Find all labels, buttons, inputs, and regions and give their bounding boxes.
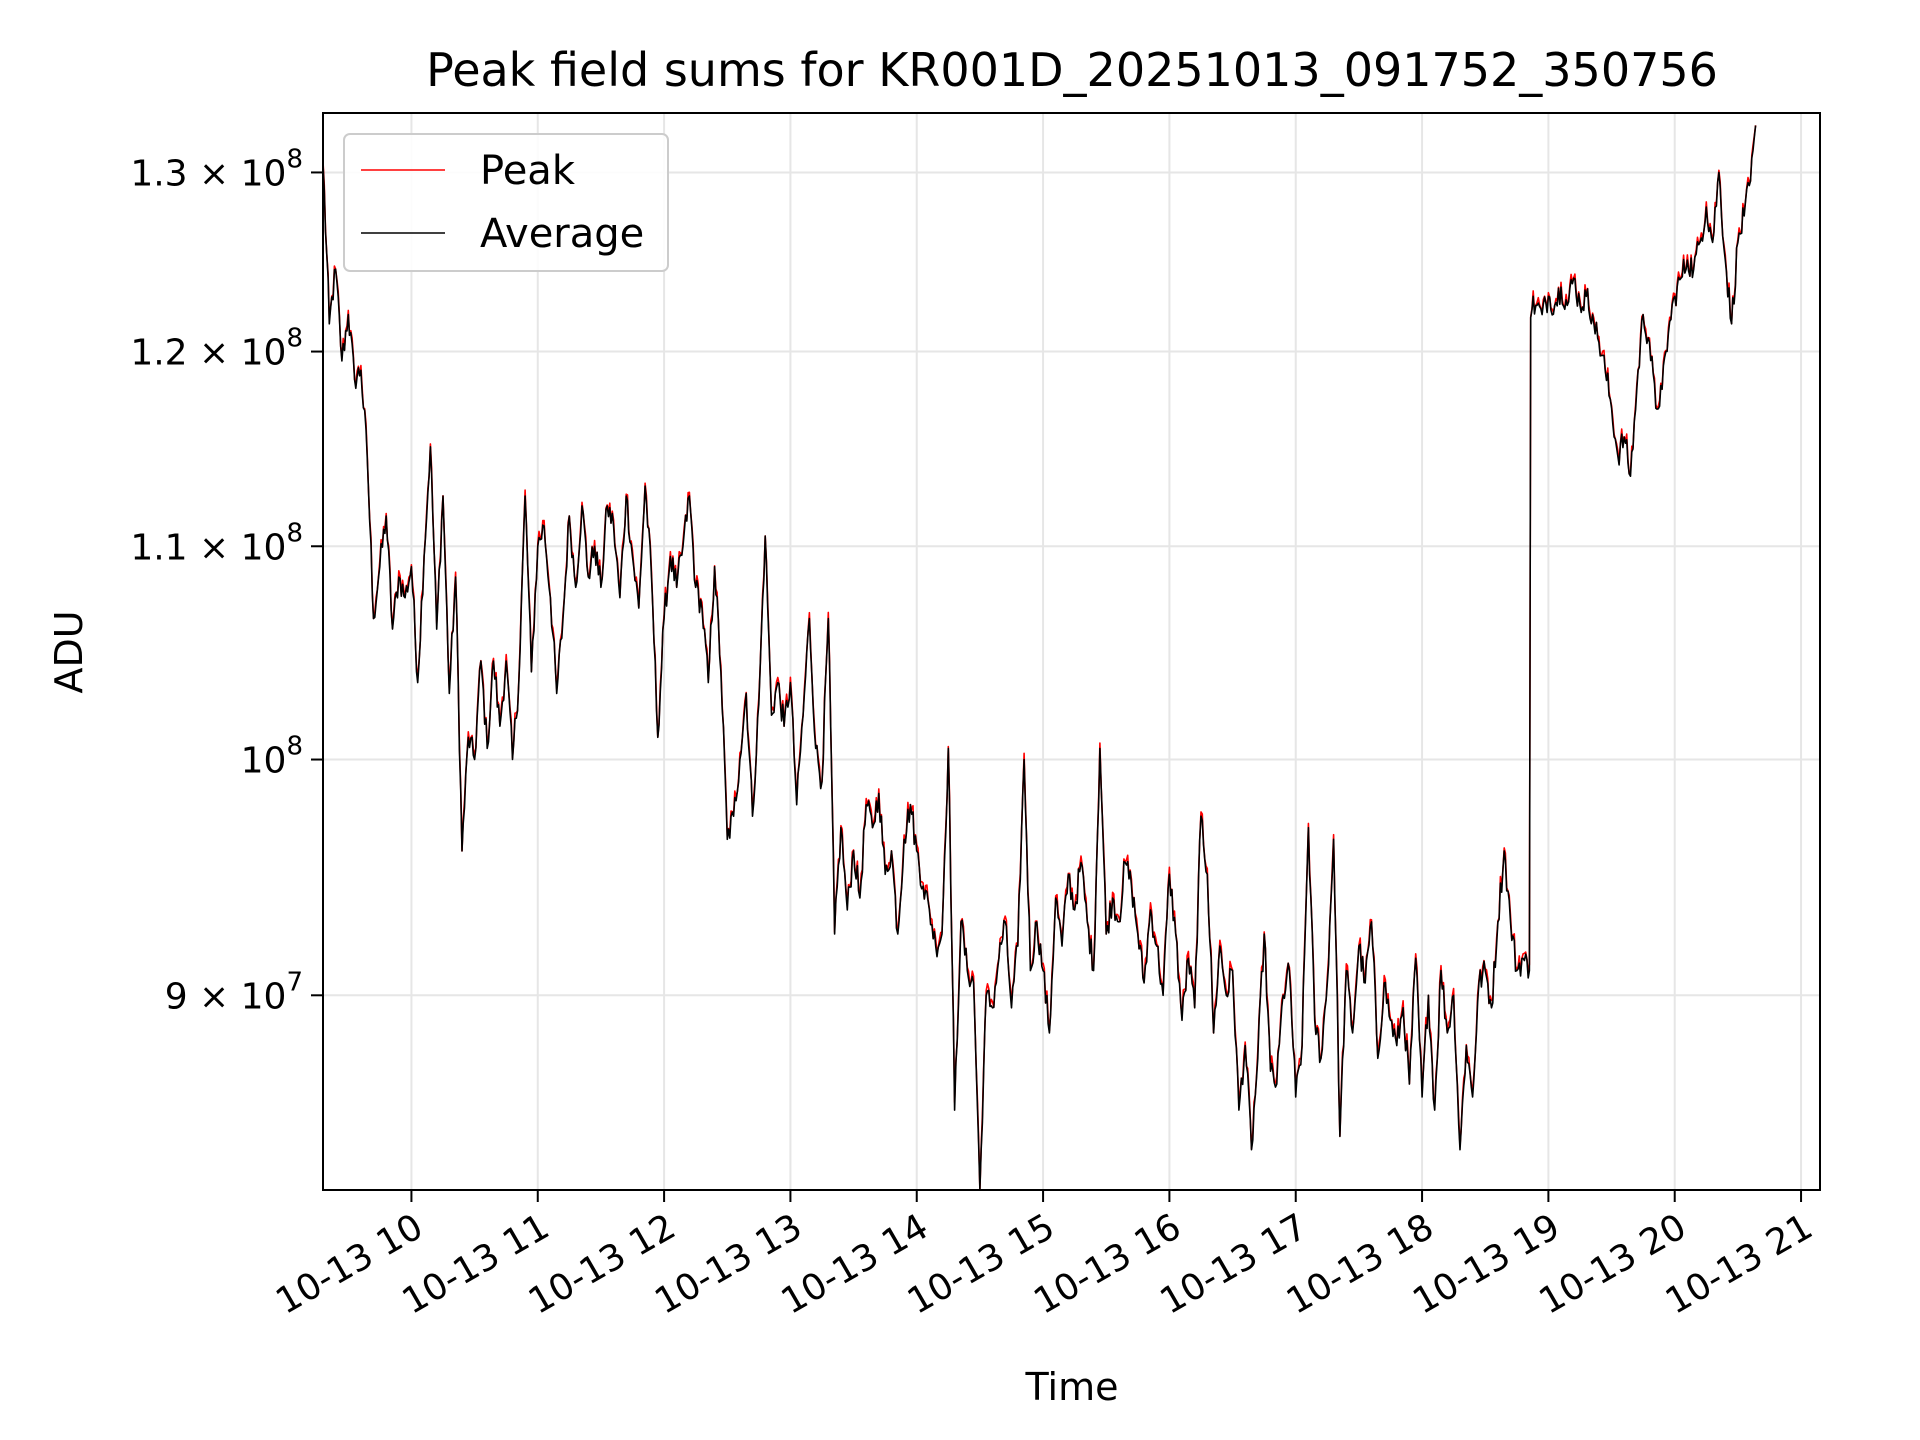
y-tick-label-exponent: 8 <box>286 518 303 548</box>
y-tick-label: 9 × 107 <box>165 967 303 1017</box>
y-tick-label-exponent: 7 <box>286 967 303 997</box>
legend-box <box>343 133 669 272</box>
y-tick-label-base: 9 × 10 <box>165 976 287 1017</box>
grid-lines <box>323 113 1820 1190</box>
legend: Peak Average <box>343 133 669 272</box>
y-tick-label-exponent: 8 <box>286 144 303 174</box>
y-tick-label-base: 1.1 × 10 <box>130 527 286 568</box>
legend-label-average: Average <box>480 211 644 257</box>
y-tick-label: 1.3 × 108 <box>130 144 303 194</box>
x-axis-label: Time <box>1025 1365 1119 1409</box>
y-tick-label-base: 1.2 × 10 <box>130 333 286 374</box>
y-axis-label: ADU <box>47 610 91 693</box>
y-tick-label: 108 <box>241 732 303 782</box>
plot-area-frame <box>322 112 1821 1191</box>
series-line-average <box>323 125 1757 1190</box>
data-series <box>323 125 1757 1190</box>
legend-label-peak: Peak <box>480 148 576 194</box>
y-tick-label-exponent: 8 <box>286 732 303 762</box>
y-tick-label-base: 1.3 × 10 <box>130 153 286 194</box>
y-tick-label: 1.2 × 108 <box>130 324 303 374</box>
chart-title: Peak field sums for KR001D_20251013_0917… <box>426 43 1718 97</box>
y-tick-label-base: 10 <box>241 741 287 782</box>
y-tick-label-exponent: 8 <box>286 324 303 354</box>
y-tick-label: 1.1 × 108 <box>130 518 303 568</box>
